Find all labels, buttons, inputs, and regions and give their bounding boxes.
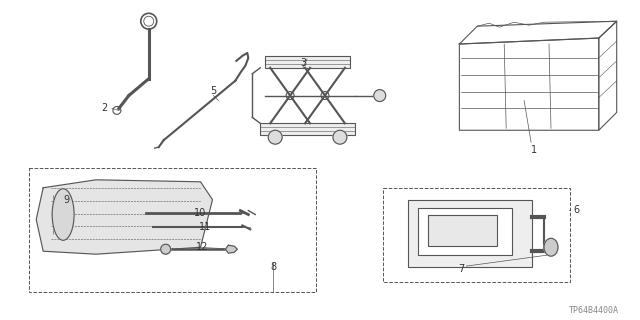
Text: 11: 11 (200, 222, 212, 232)
Bar (408, 200, 532, 267)
Text: 6: 6 (574, 204, 580, 215)
Circle shape (374, 90, 386, 101)
Circle shape (333, 130, 347, 144)
Text: 9: 9 (63, 195, 69, 205)
Bar (260, 123, 355, 135)
Text: 1: 1 (531, 145, 537, 155)
Text: 5: 5 (211, 86, 216, 96)
Text: 10: 10 (195, 208, 207, 218)
Text: 7: 7 (458, 264, 465, 274)
Text: TP64B4400A: TP64B4400A (569, 306, 619, 315)
Polygon shape (225, 245, 237, 253)
Bar (29, 168, 316, 292)
Polygon shape (36, 180, 212, 254)
Bar (417, 208, 512, 255)
Text: 8: 8 (270, 262, 276, 272)
Ellipse shape (544, 238, 558, 256)
Text: 12: 12 (196, 242, 209, 252)
Text: 3: 3 (300, 58, 306, 68)
Bar (428, 214, 497, 246)
Bar (265, 56, 350, 68)
Ellipse shape (52, 189, 74, 240)
Text: 2: 2 (101, 103, 107, 114)
Circle shape (161, 244, 171, 254)
Bar (383, 188, 570, 282)
Circle shape (268, 130, 282, 144)
